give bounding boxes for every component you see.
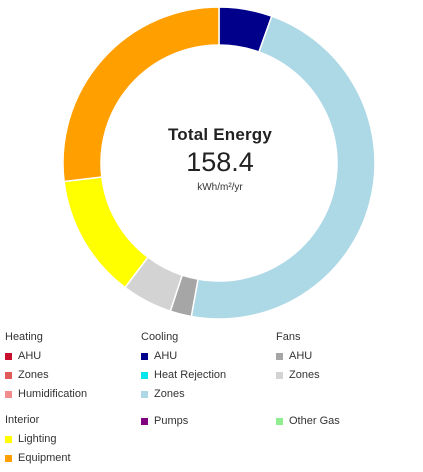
swatch-cooling-heat-rejection — [141, 371, 148, 379]
swatch-cooling-ahu — [141, 352, 148, 360]
legend-label: Other Gas — [289, 415, 340, 427]
legend-title-cooling: Cooling — [141, 331, 179, 343]
legend-label: Pumps — [154, 415, 189, 427]
legend-item-cooling-heat-rejection[interactable]: Heat Rejection — [141, 368, 226, 382]
legend-item-cooling-zones[interactable]: Zones — [141, 387, 185, 401]
legend-item-heating-zones[interactable]: Zones — [5, 368, 49, 382]
donut-slice-interior-lighting[interactable] — [63, 176, 149, 289]
swatch-fans-zones — [276, 371, 283, 379]
legend-item-other-gas[interactable]: Other Gas — [276, 414, 340, 428]
legend-title-interior: Interior — [5, 414, 40, 426]
legend-item-heating-humidification[interactable]: Humidification — [5, 387, 87, 401]
donut-svg — [62, 6, 376, 320]
swatch-pumps — [141, 417, 148, 425]
legend-label: Zones — [289, 369, 320, 381]
swatch-fans-ahu — [276, 352, 283, 360]
donut-chart: Total Energy 158.4 kWh/m²/yr — [62, 6, 376, 320]
legend-label: Lighting — [18, 433, 57, 445]
legend-item-cooling-ahu[interactable]: AHU — [141, 349, 177, 363]
legend-item-fans-zones[interactable]: Zones — [276, 368, 320, 382]
swatch-interior-lighting — [5, 435, 12, 443]
donut-slice-interior-equipment[interactable] — [62, 6, 220, 183]
legend-item-heating-ahu[interactable]: AHU — [5, 349, 41, 363]
swatch-cooling-zones — [141, 390, 148, 398]
legend-label: Heat Rejection — [154, 369, 227, 381]
legend-label: Equipment — [18, 452, 71, 464]
legend-title-heating: Heating — [5, 331, 43, 343]
legend-item-fans-ahu[interactable]: AHU — [276, 349, 312, 363]
legend-item-interior-lighting[interactable]: Lighting — [5, 432, 57, 446]
legend-title-fans: Fans — [276, 331, 301, 343]
center-title: Total Energy — [167, 125, 273, 144]
legend-label: AHU — [18, 350, 42, 362]
swatch-heating-ahu — [5, 352, 12, 360]
legend-label: Zones — [18, 369, 49, 381]
legend-item-interior-equipment[interactable]: Equipment — [5, 451, 71, 465]
legend-label: Zones — [154, 388, 185, 400]
legend-item-pumps[interactable]: Pumps — [141, 414, 188, 428]
center-unit: kWh/m²/yr — [197, 182, 243, 193]
legend-label: Humidification — [18, 388, 88, 400]
legend-label: AHU — [289, 350, 313, 362]
legend-label: AHU — [154, 350, 178, 362]
swatch-interior-equipment — [5, 454, 12, 462]
swatch-other-gas — [276, 417, 283, 425]
swatch-heating-humidification — [5, 390, 12, 398]
donut-slice-cooling-zones[interactable] — [190, 15, 376, 320]
center-value: 158.4 — [186, 147, 254, 177]
swatch-heating-zones — [5, 371, 12, 379]
